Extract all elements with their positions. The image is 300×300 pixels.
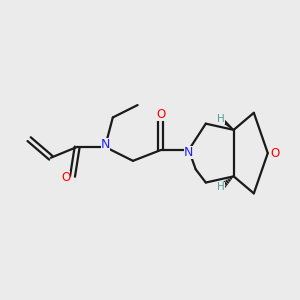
Text: N: N [101,138,110,151]
Polygon shape [222,119,234,130]
Text: H: H [217,182,224,192]
Text: N: N [184,146,193,159]
Text: H: H [217,114,224,124]
Text: O: O [61,171,70,184]
Text: O: O [157,109,166,122]
Text: O: O [270,147,279,160]
